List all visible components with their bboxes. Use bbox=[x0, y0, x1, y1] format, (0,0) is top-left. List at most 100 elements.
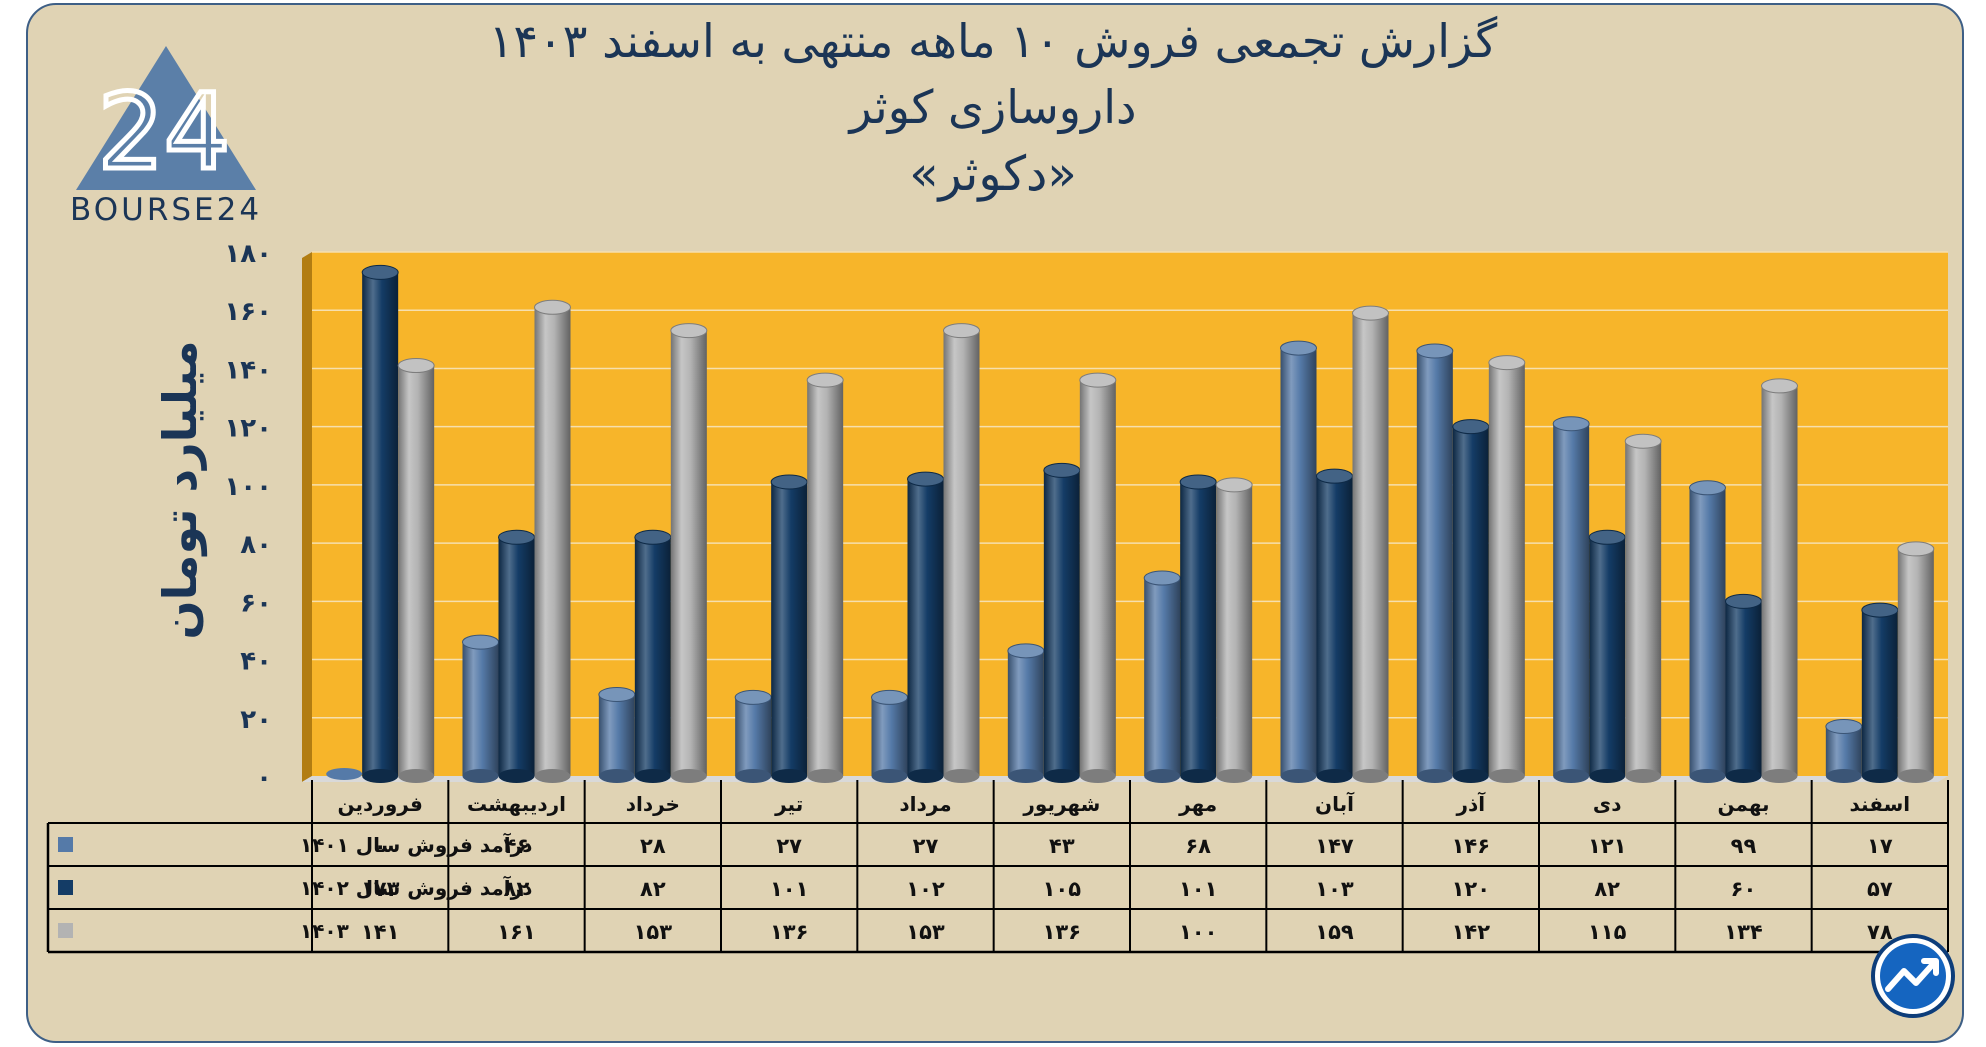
bar bbox=[1079, 372, 1117, 783]
bar bbox=[361, 264, 399, 783]
data-label: ۸۲ bbox=[640, 877, 666, 901]
bar-top bbox=[1624, 433, 1662, 449]
data-label: ۱۵۹ bbox=[1315, 920, 1354, 944]
bar-base bbox=[670, 769, 707, 783]
bar-body bbox=[1079, 380, 1116, 776]
bar-body bbox=[1452, 426, 1489, 776]
x-tick-label: شهریور bbox=[1022, 792, 1100, 816]
bar-top bbox=[1552, 416, 1590, 432]
bar-body bbox=[735, 697, 772, 776]
bar-base bbox=[1488, 769, 1525, 783]
bar-base bbox=[907, 769, 944, 783]
bar-top bbox=[1215, 477, 1253, 493]
data-label: ۶۰ bbox=[1731, 877, 1757, 901]
bar bbox=[1588, 529, 1626, 783]
bar-base bbox=[1352, 769, 1389, 783]
bar bbox=[598, 686, 636, 783]
bar-base bbox=[1825, 769, 1862, 783]
bar-body bbox=[1589, 537, 1626, 776]
data-label: ۱۲۱ bbox=[1588, 834, 1626, 858]
bar-body bbox=[771, 481, 808, 776]
bar bbox=[1043, 462, 1081, 783]
bar bbox=[806, 372, 844, 783]
bar-top bbox=[1488, 355, 1526, 371]
bar-top bbox=[1761, 378, 1798, 394]
bar-top bbox=[1007, 643, 1045, 659]
bar bbox=[871, 689, 908, 783]
bar-body bbox=[871, 697, 908, 776]
bar-base bbox=[534, 769, 571, 783]
data-label: ۱۴۷ bbox=[1315, 834, 1354, 858]
legend-swatch bbox=[58, 837, 73, 852]
bar bbox=[1316, 468, 1353, 783]
data-label: ۱۷۳ bbox=[361, 877, 400, 901]
y-tick-label: ۱۰۰ bbox=[224, 472, 272, 502]
bar bbox=[907, 471, 944, 783]
bar-body bbox=[634, 537, 671, 776]
bar bbox=[1488, 355, 1526, 783]
data-label: ۱۰۰ bbox=[1179, 920, 1217, 944]
bar-base bbox=[1280, 769, 1317, 783]
y-tick-label: ۰ bbox=[256, 763, 272, 793]
y-tick-label: ۲۰ bbox=[240, 705, 272, 735]
bar bbox=[734, 689, 772, 783]
bar-base bbox=[735, 769, 772, 783]
x-tick-label: فروردین bbox=[338, 792, 423, 816]
bar-base bbox=[362, 769, 399, 783]
y-tick-label: ۸۰ bbox=[240, 530, 272, 560]
data-label: ۲۷ bbox=[913, 834, 939, 858]
bar-top bbox=[634, 529, 672, 545]
data-label: ۱۴۶ bbox=[1452, 834, 1490, 858]
bar bbox=[1416, 343, 1454, 783]
bar-body bbox=[1007, 650, 1044, 776]
bar-base bbox=[1861, 769, 1898, 783]
bar-top bbox=[1588, 529, 1626, 545]
bar-top bbox=[397, 358, 435, 374]
bar bbox=[1215, 477, 1253, 783]
bar-top bbox=[907, 471, 944, 487]
bar bbox=[534, 299, 571, 783]
bar-top bbox=[1352, 305, 1389, 321]
bar-body bbox=[462, 642, 499, 776]
data-label: ۱۲۰ bbox=[1452, 877, 1490, 901]
bar-body bbox=[1725, 601, 1762, 776]
bar-top bbox=[1825, 719, 1863, 735]
bar bbox=[634, 529, 672, 783]
bar-empty bbox=[326, 768, 363, 780]
bar-base bbox=[807, 769, 844, 783]
bar bbox=[1689, 480, 1726, 783]
x-tick-label: دی bbox=[1593, 792, 1622, 816]
bar-base bbox=[498, 769, 535, 783]
logo-number: 24 bbox=[98, 71, 230, 193]
bar-base bbox=[1144, 769, 1181, 783]
bar-base bbox=[598, 769, 635, 783]
bar-top bbox=[1179, 474, 1217, 490]
bar-base bbox=[1452, 769, 1489, 783]
data-label: ۱۰۱ bbox=[770, 877, 808, 901]
bar bbox=[1280, 340, 1317, 783]
bar-top bbox=[498, 529, 535, 545]
x-tick-label: تیر bbox=[774, 792, 803, 816]
bar-top bbox=[1416, 343, 1454, 359]
bar-top bbox=[1280, 340, 1317, 356]
plot-area bbox=[312, 252, 1948, 776]
bar bbox=[1007, 643, 1045, 783]
data-label: ۱۰۲ bbox=[906, 877, 945, 901]
chart-title: گزارش تجمعی فروش ۱۰ ماهه منتهی به اسفند … bbox=[488, 14, 1498, 68]
bar-body bbox=[670, 330, 707, 776]
bar-body bbox=[1280, 348, 1317, 776]
bar bbox=[1452, 419, 1490, 783]
data-label: ۱۰۳ bbox=[1315, 877, 1354, 901]
data-label: ۱۵۳ bbox=[634, 920, 673, 944]
bar bbox=[1352, 305, 1389, 783]
bar-top bbox=[1043, 462, 1081, 478]
legend-swatch bbox=[58, 923, 73, 938]
bar-body bbox=[1416, 350, 1453, 776]
bar-base bbox=[1216, 769, 1253, 783]
data-label: ۲۸ bbox=[640, 834, 666, 858]
bar-top bbox=[462, 634, 499, 650]
bar-top bbox=[1079, 372, 1117, 388]
bar-top bbox=[670, 323, 708, 339]
data-label: ۸۲ bbox=[504, 877, 530, 901]
bar bbox=[397, 358, 435, 783]
